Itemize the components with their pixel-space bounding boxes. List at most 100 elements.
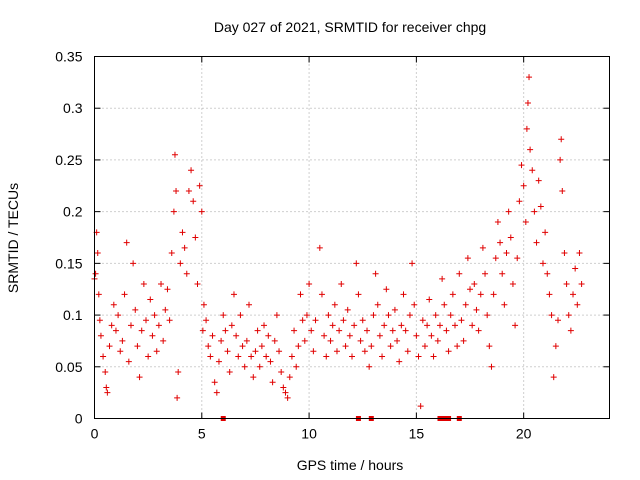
data-point — [445, 348, 452, 355]
data-point — [92, 270, 99, 277]
data-point — [552, 343, 559, 350]
data-point — [230, 291, 237, 298]
data-point — [136, 374, 143, 381]
data-point — [578, 281, 585, 288]
grid-lines — [94, 56, 610, 419]
data-point — [138, 327, 145, 334]
data-point — [529, 167, 536, 174]
data-point — [514, 255, 521, 262]
data-point — [297, 291, 304, 298]
data-point — [482, 270, 489, 277]
data-point — [381, 322, 388, 329]
data-point — [237, 312, 244, 319]
data-point — [323, 353, 330, 360]
data-point — [563, 281, 570, 288]
data-point — [155, 322, 162, 329]
data-point — [497, 239, 504, 246]
data-point — [185, 187, 192, 194]
data-point — [218, 337, 225, 344]
data-point — [254, 327, 261, 334]
data-point — [271, 337, 278, 344]
data-point — [558, 136, 565, 143]
data-point — [288, 353, 295, 360]
data-point — [368, 343, 375, 350]
data-point — [183, 270, 190, 277]
data-point — [475, 327, 482, 334]
data-point — [479, 244, 486, 251]
data-point — [209, 332, 216, 339]
data-point — [310, 348, 317, 355]
data-point — [301, 337, 308, 344]
data-point — [372, 270, 379, 277]
data-point — [509, 281, 516, 288]
data-point — [213, 389, 220, 396]
data-point — [505, 208, 512, 215]
data-point — [106, 343, 113, 350]
data-point — [293, 363, 300, 370]
data-point — [196, 182, 203, 189]
data-point — [394, 337, 401, 344]
data-point — [344, 306, 351, 313]
data-point — [385, 312, 392, 319]
data-point — [97, 332, 104, 339]
data-point — [265, 332, 272, 339]
data-point — [278, 368, 285, 375]
data-point — [282, 389, 289, 396]
data-point — [351, 322, 358, 329]
data-point — [346, 332, 353, 339]
data-point — [104, 389, 111, 396]
data-point — [308, 327, 315, 334]
data-point — [454, 343, 461, 350]
data-point — [542, 229, 549, 236]
data-point — [550, 374, 557, 381]
data-point — [439, 275, 446, 282]
data-point — [441, 301, 448, 308]
data-point — [123, 239, 130, 246]
y-tick-label: 0.3 — [63, 100, 83, 116]
data-point — [383, 286, 390, 293]
data-point — [574, 301, 581, 308]
data-point — [398, 322, 405, 329]
data-point — [263, 353, 270, 360]
data-point — [522, 218, 529, 225]
data-point — [276, 348, 283, 355]
data-point — [239, 343, 246, 350]
data-point — [147, 296, 154, 303]
data-point — [316, 244, 323, 251]
data-point — [145, 353, 152, 360]
data-point — [421, 343, 428, 350]
data-point — [411, 301, 418, 308]
data-point — [95, 291, 102, 298]
data-point — [389, 327, 396, 334]
x-axis-label: GPS time / hours — [297, 457, 404, 473]
data-point — [215, 358, 222, 365]
data-point — [409, 260, 416, 267]
data-point — [261, 322, 268, 329]
data-point — [199, 327, 206, 334]
data-point — [140, 281, 147, 288]
data-point — [526, 74, 533, 81]
data-point — [327, 337, 334, 344]
data-point — [361, 348, 368, 355]
data-point — [426, 296, 433, 303]
data-point — [318, 291, 325, 298]
data-point — [359, 317, 366, 324]
data-point — [170, 208, 177, 215]
data-point — [413, 332, 420, 339]
data-point — [342, 343, 349, 350]
data-point — [539, 260, 546, 267]
data-point — [291, 327, 298, 334]
data-point — [449, 291, 456, 298]
data-point — [396, 358, 403, 365]
data-point — [572, 265, 579, 272]
data-point — [443, 327, 450, 334]
data-point — [321, 332, 328, 339]
data-point — [537, 203, 544, 210]
data-point — [280, 384, 287, 391]
data-point — [428, 332, 435, 339]
y-tick-label: 0.1 — [63, 307, 83, 323]
data-point — [158, 281, 165, 288]
data-point — [518, 162, 525, 169]
x-tick-label: 0 — [91, 426, 99, 442]
data-point — [108, 322, 115, 329]
